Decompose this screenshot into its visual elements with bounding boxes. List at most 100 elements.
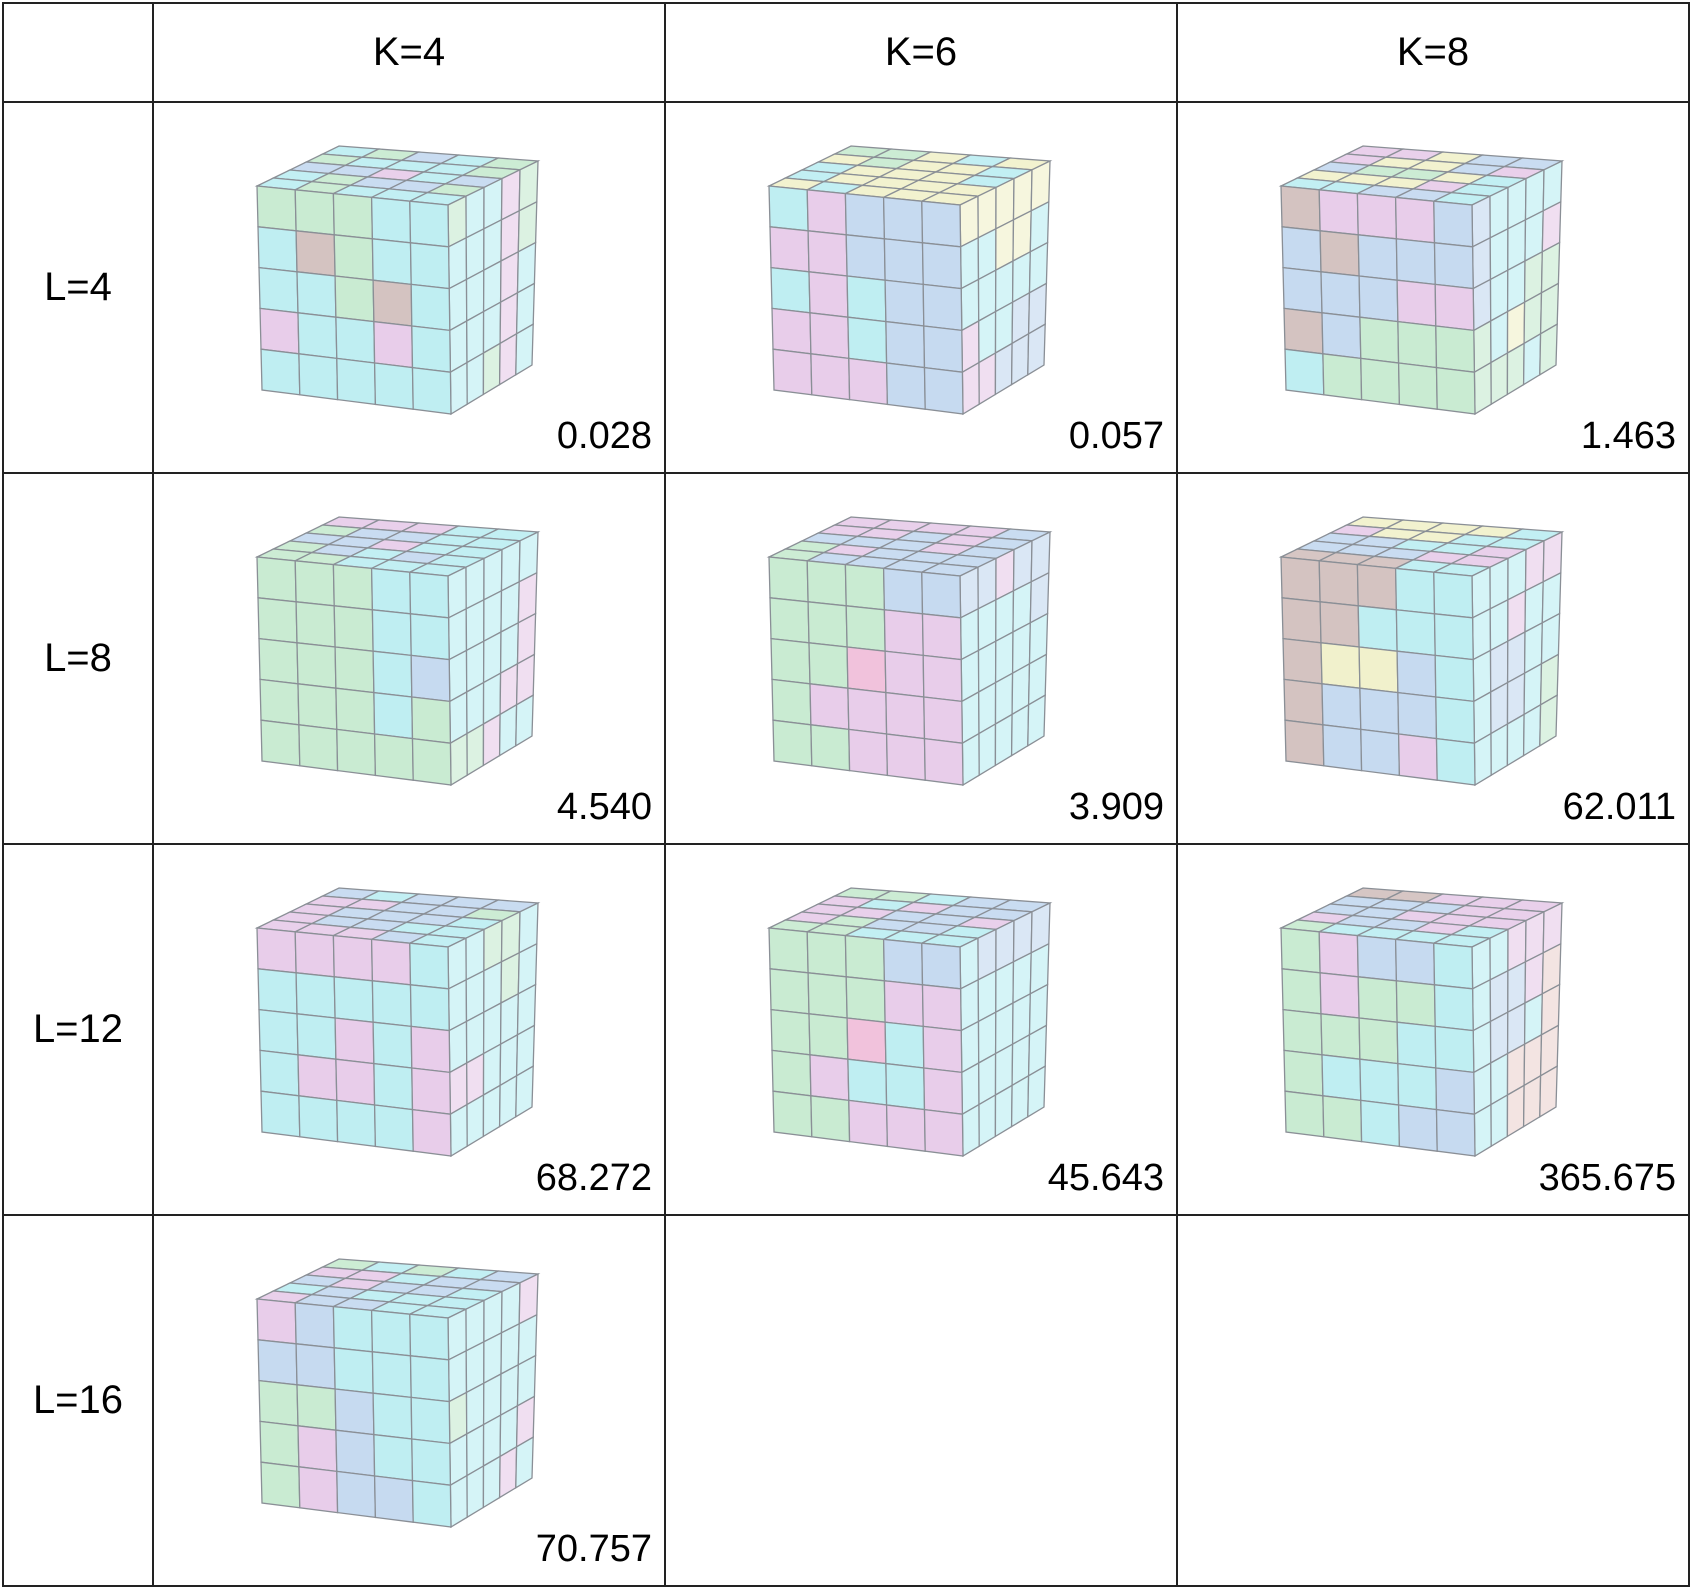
cube-facet: [410, 1396, 451, 1445]
cube-facet: [885, 733, 926, 781]
cube-facet: [1280, 556, 1321, 603]
cube-facet: [336, 357, 377, 406]
cube-facet: [295, 1343, 336, 1390]
cube-facet: [994, 713, 1013, 767]
cube-facet: [810, 724, 851, 772]
cube-facet: [411, 737, 452, 786]
cube-facet: [333, 234, 374, 281]
cube-facet: [921, 942, 962, 990]
cube-facet: [921, 571, 962, 619]
cube-facet: [1394, 196, 1436, 244]
cube-facet: [771, 307, 812, 355]
cube-facet: [371, 238, 412, 286]
cube-facet: [373, 1104, 414, 1152]
cube-front-face: [768, 556, 964, 786]
cube-facet: [1435, 325, 1476, 373]
cube-facet: [806, 189, 847, 236]
cube-facet: [411, 366, 452, 415]
cube-facet: [1318, 560, 1359, 607]
cube-facet: [809, 1054, 850, 1102]
cube-facet: [411, 696, 452, 744]
cube-facet: [334, 1017, 375, 1065]
row-label: L=16: [2, 1214, 154, 1587]
cube-facet: [1281, 597, 1322, 644]
cube-facet: [466, 1464, 485, 1519]
cube-facet: [410, 654, 451, 703]
cube-facet: [1321, 312, 1362, 360]
cube-facet: [1359, 316, 1400, 364]
cube-facet: [884, 279, 925, 327]
cube-facet: [333, 976, 374, 1023]
cube-front-face: [768, 927, 964, 1157]
cube-facet: [373, 691, 414, 740]
cube-facet: [806, 931, 847, 978]
cell-l12-k6: 45.643: [664, 843, 1178, 1216]
cube-facet: [372, 1392, 413, 1440]
cube-facet: [257, 968, 298, 1015]
cube-facet: [768, 927, 809, 974]
cube-top-face: [254, 1258, 541, 1319]
cube-facet: [1434, 654, 1475, 703]
cube-facet: [1282, 637, 1323, 685]
cube-facet: [1282, 266, 1323, 314]
cube-facet: [1319, 601, 1360, 648]
cube-facet: [294, 1302, 335, 1349]
cube-facet: [259, 1420, 300, 1468]
cube-facet: [298, 1095, 339, 1143]
cube-facet: [1282, 1008, 1323, 1056]
cube-facet: [466, 722, 485, 777]
column-header-k6: K=6: [664, 2, 1178, 103]
cube-facet: [1359, 1058, 1400, 1106]
cube-facet: [883, 609, 924, 657]
cube-top-face: [1278, 516, 1565, 577]
row-label: L=12: [2, 843, 154, 1216]
cube-facet: [411, 1479, 452, 1528]
cube-facet: [1357, 976, 1398, 1023]
cube-top-face: [254, 145, 541, 206]
cube-facet: [332, 192, 374, 240]
cube-facet: [370, 567, 412, 615]
cube-facet: [256, 185, 297, 232]
cube-facet: [258, 1379, 299, 1427]
cube-facet: [994, 1084, 1013, 1138]
cube-front-face: [1280, 927, 1476, 1157]
cube-facet: [1433, 942, 1474, 990]
cube-facet: [808, 271, 849, 318]
cell-value: 62.011: [1562, 786, 1676, 828]
cell-l8-k6: 3.909: [664, 472, 1178, 845]
cube-facet: [1322, 724, 1363, 772]
cube-facet: [260, 1090, 301, 1138]
cube-facet: [1539, 694, 1558, 747]
cube-facet: [1357, 234, 1398, 281]
cube-facet: [921, 613, 962, 661]
row-label: L=4: [2, 101, 154, 474]
cube-facet: [1434, 283, 1475, 332]
cube-facet: [923, 1108, 964, 1157]
cube-facet: [772, 1090, 813, 1138]
row-label: L=8: [2, 472, 154, 845]
cube-facet: [1396, 279, 1437, 327]
cube-facet: [921, 242, 962, 290]
cube-facet: [295, 972, 336, 1019]
cube-facet: [882, 938, 924, 986]
cube-facet: [847, 1058, 888, 1106]
cube-facet: [1319, 230, 1360, 277]
cell-value: 70.757: [535, 1528, 652, 1570]
cube-facet: [848, 357, 889, 406]
cube-facet: [409, 613, 450, 661]
empty-cell: [664, 1214, 1178, 1587]
cube-facet: [1320, 271, 1361, 318]
cube-facet: [1397, 362, 1438, 410]
cube-facet: [1360, 1099, 1401, 1148]
cube-facet: [411, 325, 452, 373]
cube-facet: [258, 1008, 299, 1056]
cube-facet: [1318, 189, 1359, 236]
cube-facet: [1027, 1065, 1046, 1118]
cube-facet: [847, 687, 888, 735]
cube-facet: [1435, 1108, 1476, 1157]
cube-facet: [1027, 323, 1046, 376]
cube-facet: [336, 1099, 377, 1148]
row-l4: L=4 0.028 0.057 1.463: [2, 101, 1690, 474]
cube-facet: [257, 226, 298, 273]
cube-facet: [846, 1017, 887, 1065]
